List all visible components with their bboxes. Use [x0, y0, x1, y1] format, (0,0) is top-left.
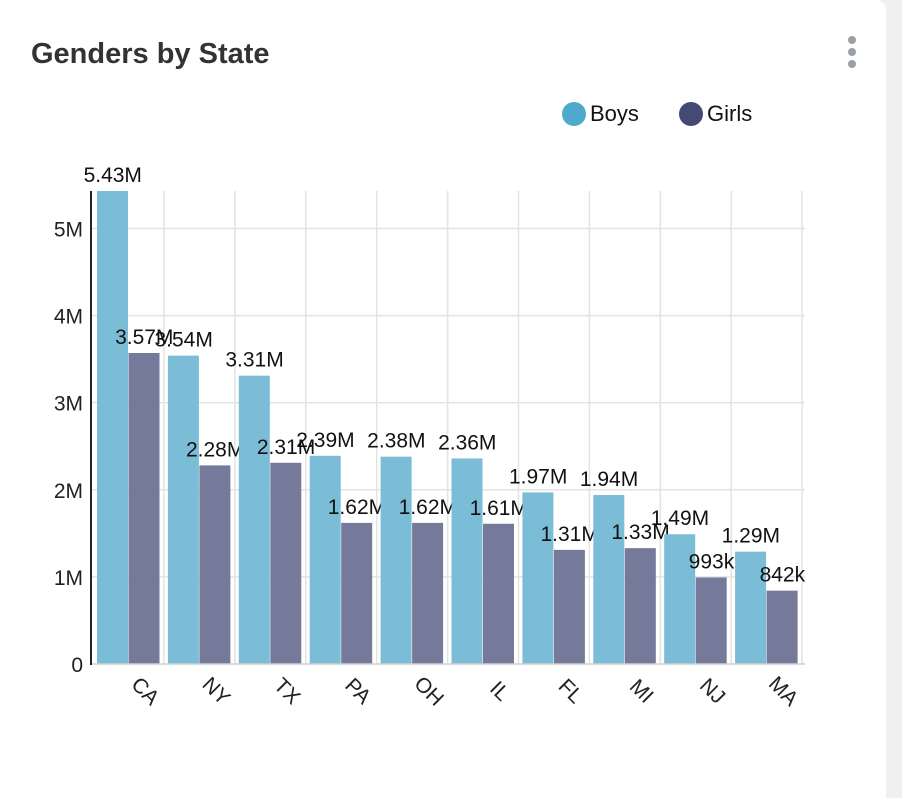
bar-girls-pa [341, 522, 373, 664]
legend-label-girls: Girls [707, 101, 753, 126]
bar-boys-tx [238, 375, 270, 664]
legend-swatch-boys [562, 102, 586, 126]
legend-label-boys: Boys [590, 101, 639, 126]
bar-girls-fl [553, 549, 585, 664]
data-label-girls-fl: 1.31M [540, 523, 598, 546]
bar-boys-oh [380, 456, 412, 664]
x-tick-label: FL [554, 675, 588, 709]
bar-girls-ma [766, 590, 798, 664]
bar-girls-mi [624, 548, 656, 664]
y-tick-label: 3M [54, 393, 83, 416]
data-label-girls-tx: 2.31M [257, 436, 315, 459]
menu-dot [848, 48, 856, 56]
data-label-boys-nj: 1.49M [651, 507, 709, 530]
bar-boys-il [451, 458, 483, 664]
menu-dot [848, 60, 856, 68]
data-label-boys-oh: 2.38M [367, 430, 425, 453]
y-tick-label: 0 [71, 654, 83, 677]
bar-girls-oh [412, 522, 444, 664]
data-label-boys-tx: 3.31M [225, 349, 283, 372]
bar-girls-nj [695, 577, 727, 664]
y-tick-label: 4M [54, 306, 83, 329]
bar-boys-ny [167, 355, 199, 664]
x-tick-label: TX [269, 674, 304, 709]
data-label-boys-ma: 1.29M [722, 525, 780, 548]
data-label-boys-mi: 1.94M [580, 468, 638, 491]
menu-dot [848, 36, 856, 44]
y-tick-label: 1M [54, 567, 83, 590]
data-label-boys-il: 2.36M [438, 431, 496, 454]
data-label-girls-ma: 842k [760, 564, 806, 587]
data-label-girls-ny: 2.28M [186, 438, 244, 461]
bar-girls-tx [270, 462, 302, 664]
x-tick-label: MI [625, 675, 658, 708]
bar-boys-mi [593, 495, 625, 664]
data-label-boys-pa: 2.39M [296, 429, 354, 452]
bar-boys-ma [735, 551, 767, 664]
x-tick-label: CA [127, 673, 164, 710]
data-label-girls-il: 1.61M [470, 497, 528, 520]
data-label-girls-pa: 1.62M [328, 496, 386, 519]
x-tick-label: MA [764, 672, 803, 711]
data-label-girls-oh: 1.62M [399, 496, 457, 519]
x-tick-label: PA [340, 674, 375, 709]
data-label-girls-nj: 993k [689, 551, 735, 574]
data-label-girls-ca: 3.57M [115, 326, 173, 349]
bar-boys-fl [522, 492, 554, 664]
chart-title: Genders by State [31, 38, 270, 70]
x-tick-label: IL [485, 677, 514, 706]
x-tick-label: NY [198, 673, 235, 710]
x-tick-label: NJ [695, 674, 729, 708]
data-label-girls-mi: 1.33M [611, 521, 669, 544]
data-label-boys-ny: 3.54M [154, 329, 212, 352]
bar-boys-ca [97, 191, 128, 664]
bar-boys-nj [664, 534, 696, 664]
y-tick-label: 5M [54, 218, 83, 241]
y-tick-label: 2M [54, 480, 83, 503]
kebab-menu-icon[interactable] [838, 34, 866, 74]
bar-girls-ny [199, 465, 231, 664]
data-label-boys-fl: 1.97M [509, 465, 567, 488]
data-label-boys-ca: 5.43M [84, 164, 142, 187]
x-tick-label: OH [409, 672, 448, 711]
bar-boys-pa [309, 455, 341, 664]
bar-girls-il [483, 523, 514, 664]
legend-swatch-girls [679, 102, 703, 126]
bar-girls-ca [128, 353, 160, 664]
